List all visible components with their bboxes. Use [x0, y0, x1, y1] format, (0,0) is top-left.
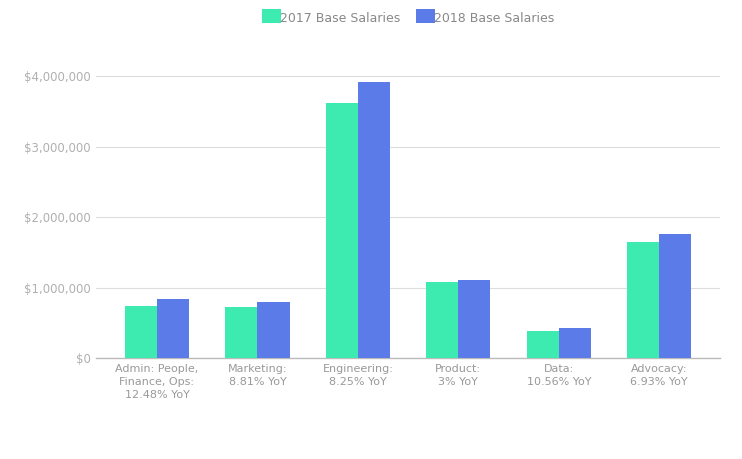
Bar — [125, 306, 157, 358]
Bar — [426, 282, 459, 358]
Bar — [559, 328, 591, 358]
Bar — [527, 330, 559, 358]
Bar — [659, 235, 692, 358]
Bar — [326, 103, 358, 358]
Bar — [257, 302, 289, 358]
Bar — [459, 280, 490, 358]
Bar — [157, 299, 189, 358]
Bar — [627, 242, 659, 358]
Bar — [358, 82, 390, 358]
Bar — [226, 307, 257, 358]
Legend: 2017 Base Salaries, 2018 Base Salaries: 2017 Base Salaries, 2018 Base Salaries — [257, 7, 559, 30]
